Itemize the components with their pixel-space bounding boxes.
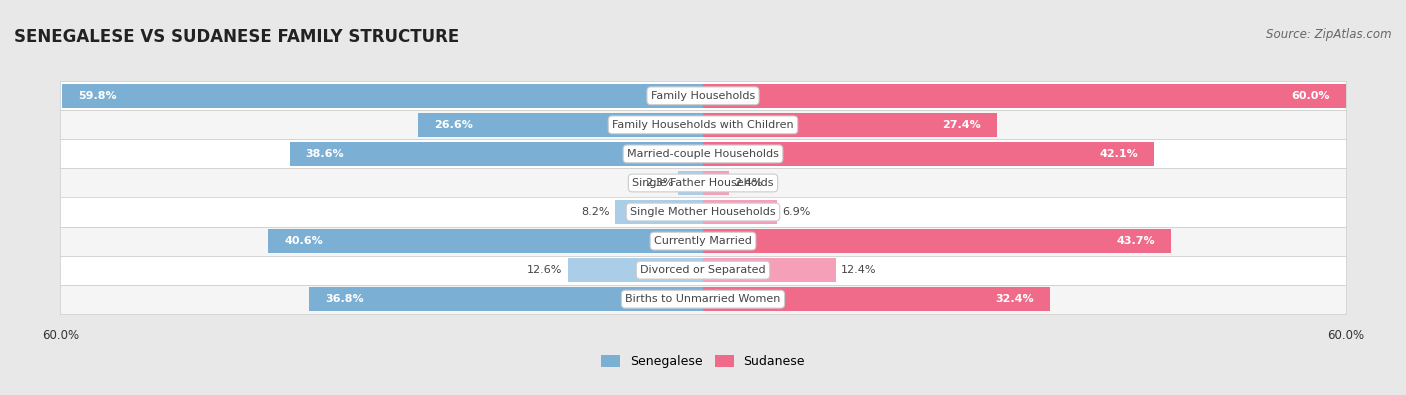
Text: 6.9%: 6.9% <box>782 207 811 217</box>
Bar <box>60 168 1346 198</box>
Text: Family Households with Children: Family Households with Children <box>612 120 794 130</box>
Bar <box>269 229 703 253</box>
Bar <box>62 84 703 108</box>
Legend: Senegalese, Sudanese: Senegalese, Sudanese <box>596 350 810 373</box>
Text: 2.4%: 2.4% <box>734 178 762 188</box>
Bar <box>703 113 997 137</box>
Text: 36.8%: 36.8% <box>325 294 364 304</box>
Text: Currently Married: Currently Married <box>654 236 752 246</box>
Text: Divorced or Separated: Divorced or Separated <box>640 265 766 275</box>
Bar <box>703 229 1171 253</box>
Text: 27.4%: 27.4% <box>942 120 980 130</box>
Bar <box>418 113 703 137</box>
Text: Married-couple Households: Married-couple Households <box>627 149 779 159</box>
Text: 2.3%: 2.3% <box>644 178 673 188</box>
Text: SENEGALESE VS SUDANESE FAMILY STRUCTURE: SENEGALESE VS SUDANESE FAMILY STRUCTURE <box>14 28 460 46</box>
Bar <box>60 139 1346 168</box>
Text: Births to Unmarried Women: Births to Unmarried Women <box>626 294 780 304</box>
Text: 40.6%: 40.6% <box>284 236 323 246</box>
Bar <box>60 198 1346 227</box>
Bar <box>703 171 728 195</box>
Bar <box>703 287 1050 311</box>
Text: Single Father Households: Single Father Households <box>633 178 773 188</box>
Text: Single Mother Households: Single Mother Households <box>630 207 776 217</box>
Bar <box>678 171 703 195</box>
Text: 43.7%: 43.7% <box>1116 236 1156 246</box>
Bar <box>60 81 1346 110</box>
Bar <box>703 84 1346 108</box>
Text: 26.6%: 26.6% <box>434 120 472 130</box>
Text: 8.2%: 8.2% <box>581 207 610 217</box>
Bar <box>60 285 1346 314</box>
Bar <box>290 142 703 166</box>
Text: 59.8%: 59.8% <box>79 91 117 101</box>
Text: Family Households: Family Households <box>651 91 755 101</box>
Text: 60.0%: 60.0% <box>1291 91 1330 101</box>
Bar <box>568 258 703 282</box>
Bar <box>309 287 703 311</box>
Bar <box>60 256 1346 285</box>
Bar <box>60 227 1346 256</box>
Bar <box>60 110 1346 139</box>
Bar <box>703 142 1154 166</box>
Text: 32.4%: 32.4% <box>995 294 1033 304</box>
Bar <box>703 200 778 224</box>
Text: 38.6%: 38.6% <box>305 149 344 159</box>
Text: 12.4%: 12.4% <box>841 265 877 275</box>
Text: Source: ZipAtlas.com: Source: ZipAtlas.com <box>1267 28 1392 41</box>
Bar <box>616 200 703 224</box>
Bar <box>703 258 835 282</box>
Text: 12.6%: 12.6% <box>527 265 562 275</box>
Text: 42.1%: 42.1% <box>1099 149 1137 159</box>
